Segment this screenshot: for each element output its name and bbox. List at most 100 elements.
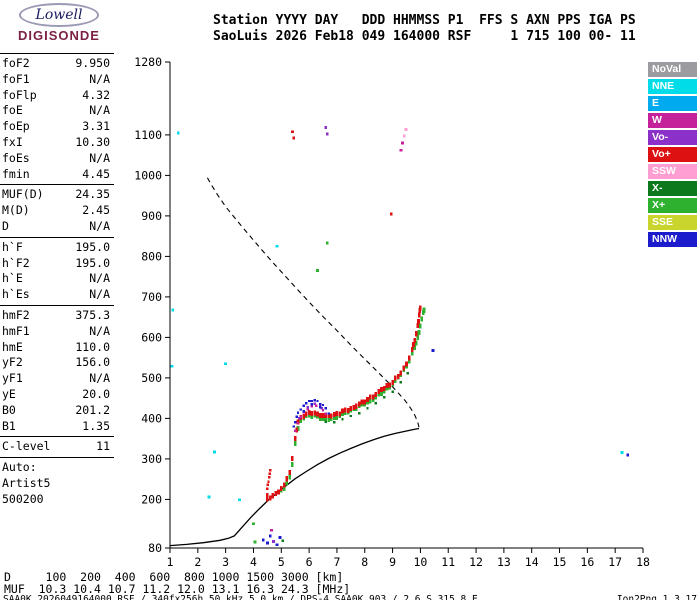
param-row-artist5: Artist5 bbox=[0, 476, 114, 492]
y-tick-label: 400 bbox=[141, 411, 162, 425]
noise-dot bbox=[291, 130, 294, 134]
param-label: h`F2 bbox=[2, 255, 30, 270]
y-tick-label: 700 bbox=[141, 290, 162, 304]
header-line-1: Station YYYY DAY DDD HHMMSS P1 FFS S AXN… bbox=[213, 13, 636, 28]
topside-model bbox=[205, 175, 420, 428]
param-label: MUF(D) bbox=[2, 187, 44, 202]
noise-dot bbox=[626, 453, 630, 457]
trace-bump-west bbox=[294, 404, 327, 432]
param-group-2: h`F 195.0 h`F2 195.0 h`E N/A h`Es N/A bbox=[0, 238, 114, 306]
param-label: fmin bbox=[2, 166, 30, 181]
status-bar-right: Ion2Png 1.3.17 bbox=[616, 594, 697, 600]
param-group-5: Auto: Artist5 500200 bbox=[0, 458, 114, 509]
noise-dot bbox=[252, 522, 255, 526]
height-profiles bbox=[169, 175, 420, 547]
param-row-hf2: h`F2 195.0 bbox=[0, 256, 114, 272]
x-tick-label: 11 bbox=[441, 555, 455, 569]
noise-dot bbox=[404, 128, 408, 131]
legend-item-vo: Vo- bbox=[648, 130, 697, 145]
param-row-foep: foEp 3.31 bbox=[0, 119, 114, 135]
x-tick-label: 15 bbox=[553, 555, 567, 569]
param-row-hme: hmE 110.0 bbox=[0, 340, 114, 356]
trace-bump-vertical-minus bbox=[298, 402, 323, 420]
legend-item-sse: SSE bbox=[648, 215, 697, 230]
param-value: 375.3 bbox=[75, 307, 110, 322]
param-value: N/A bbox=[89, 371, 110, 386]
noise-dot bbox=[401, 141, 404, 145]
x-tick-label: 3 bbox=[222, 555, 229, 569]
noise-dot bbox=[261, 538, 265, 542]
param-row-hes: h`Es N/A bbox=[0, 287, 114, 303]
param-value: 4.45 bbox=[82, 166, 110, 181]
legend-item-ssw: SSW bbox=[648, 164, 697, 179]
param-row-fof1: foF1 N/A bbox=[0, 72, 114, 88]
noise-dot bbox=[325, 132, 329, 136]
param-row-foflp: foFlp 4.32 bbox=[0, 88, 114, 104]
param-row-foe: foE N/A bbox=[0, 103, 114, 119]
param-value: 201.2 bbox=[75, 402, 110, 417]
param-value: N/A bbox=[89, 271, 110, 286]
noise-dot bbox=[238, 498, 241, 502]
x-tick-label: 1 bbox=[167, 555, 174, 569]
param-value: 20.0 bbox=[82, 386, 110, 401]
noise-dot bbox=[213, 450, 216, 454]
noise-dot bbox=[281, 539, 285, 543]
d-distance-row: D 100 200 400 600 800 1000 1500 3000 [km… bbox=[4, 570, 344, 584]
param-label: B1 bbox=[2, 418, 16, 433]
x-tick-label: 10 bbox=[413, 555, 427, 569]
param-label: yF2 bbox=[2, 355, 23, 370]
legend-item-w: W bbox=[648, 113, 697, 128]
muf-row: MUF 10.3 10.4 10.7 11.2 12.0 13.1 16.3 2… bbox=[4, 582, 351, 596]
x-tick-label: 6 bbox=[306, 555, 313, 569]
logo-digisonde-text: DIGISONDE bbox=[18, 28, 100, 43]
trace-x-mode-offvertical bbox=[324, 371, 410, 424]
x-tick-label: 9 bbox=[389, 555, 396, 569]
param-value: N/A bbox=[89, 218, 110, 233]
legend-item-noval: NoVal bbox=[648, 62, 697, 77]
x-tick-label: 18 bbox=[636, 555, 650, 569]
parameter-sidebar: foF2 9.950 foF1 N/A foFlp 4.32 foE N/A foEp 3.31 f… bbox=[0, 53, 114, 510]
status-bar-left: SAA0K_2026049164000.RSF / 340fx256h 50 k… bbox=[3, 594, 478, 600]
noise-dot bbox=[170, 364, 174, 368]
legend-item-e: E bbox=[648, 96, 697, 111]
param-label: foEs bbox=[2, 150, 30, 165]
header-line-2: SaoLuis 2026 Feb18 049 164000 RSF 1 715 … bbox=[213, 29, 636, 44]
noise-dot bbox=[325, 241, 329, 245]
param-row-yf2: yF2 156.0 bbox=[0, 355, 114, 371]
param-label: foF1 bbox=[2, 71, 30, 86]
param-row-hf: h`F 195.0 bbox=[0, 240, 114, 256]
x-tick-label: 14 bbox=[525, 555, 539, 569]
noise-dot bbox=[402, 134, 406, 138]
param-group-4: C-level 11 bbox=[0, 437, 114, 459]
logo-lowell-text: Lowell bbox=[35, 7, 83, 23]
param-value: 1.35 bbox=[82, 418, 110, 433]
y-tick-label: 900 bbox=[141, 209, 162, 223]
y-tick-label: 1100 bbox=[134, 128, 162, 142]
lowell-digisonde-logo: Lowell DIGISONDE bbox=[6, 3, 112, 43]
noise-dot bbox=[171, 308, 175, 312]
param-row-hmf2: hmF2 375.3 bbox=[0, 308, 114, 324]
trace-o-mode-start-spread bbox=[266, 469, 272, 498]
noise-dot bbox=[278, 536, 282, 539]
noise-dot bbox=[292, 136, 296, 140]
param-row-clevel: C-level 11 bbox=[0, 439, 114, 455]
param-label: Auto: bbox=[2, 460, 37, 475]
param-row-500200: 500200 bbox=[0, 492, 114, 508]
noise-dot bbox=[431, 349, 435, 352]
param-row-yf1: yF1 N/A bbox=[0, 371, 114, 387]
param-label: h`F bbox=[2, 239, 23, 254]
param-label: foF2 bbox=[2, 56, 30, 70]
param-label: C-level bbox=[2, 439, 51, 454]
noise-dot bbox=[324, 126, 328, 129]
echo-direction-legend: NoVal NNE E W Vo- Vo+ SSW X- X+ SSE NNW bbox=[648, 62, 697, 249]
noise-dot bbox=[316, 269, 319, 272]
y-tick-label: 80 bbox=[148, 541, 162, 555]
x-tick-label: 2 bbox=[194, 555, 201, 569]
param-label: foFlp bbox=[2, 87, 37, 102]
legend-item-nnw: NNW bbox=[648, 232, 697, 247]
param-row-mufd: MUF(D) 24.35 bbox=[0, 187, 114, 203]
y-tick-label: 200 bbox=[141, 492, 162, 506]
param-row-d: D N/A bbox=[0, 219, 114, 235]
